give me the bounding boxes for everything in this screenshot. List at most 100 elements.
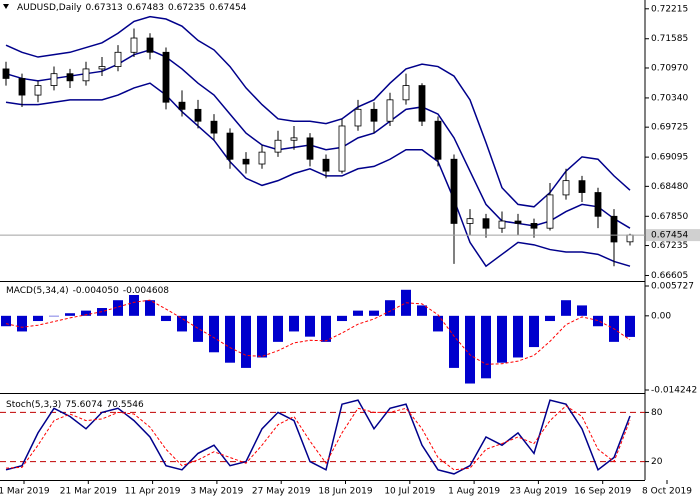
stoch-line xyxy=(5,405,631,471)
macd-bar xyxy=(497,315,507,363)
macd-bar xyxy=(145,300,155,316)
macd-header: MACD(5,34,4) -0.004050 -0.004608 xyxy=(6,286,169,296)
x-tick-label: 23 Aug 2019 xyxy=(510,487,568,497)
candle-body xyxy=(50,73,58,86)
candle-body xyxy=(530,223,538,229)
candle-body xyxy=(114,51,122,67)
x-tick-label: 1 Aug 2019 xyxy=(448,487,500,497)
x-tick-label: 8 Oct 2019 xyxy=(642,487,692,497)
candle-body xyxy=(258,151,266,165)
y-tick-label: 0.71585 xyxy=(651,34,688,44)
macd-bar xyxy=(65,313,75,316)
candle-body xyxy=(178,101,186,110)
macd-signal xyxy=(5,299,631,365)
candle-body xyxy=(498,220,506,229)
header-text: 0.67313 xyxy=(86,3,123,13)
menu-icon xyxy=(3,4,9,9)
stoch-header: Stoch(5,3,3) 75.6074 70.5546 xyxy=(6,400,144,410)
candle-body xyxy=(466,218,474,224)
candle-body xyxy=(434,120,442,160)
x-tick-label: 21 Mar 2019 xyxy=(60,487,117,497)
macd-bar xyxy=(561,300,571,316)
candle-body xyxy=(274,139,282,153)
candle-body xyxy=(194,108,202,122)
candle-body xyxy=(626,234,634,243)
macd-bar xyxy=(449,315,459,368)
candle-body xyxy=(18,78,26,96)
candle-body xyxy=(34,85,42,96)
macd-bar xyxy=(305,315,315,337)
header-text: 0.67454 xyxy=(209,3,246,13)
macd-bar xyxy=(513,315,523,358)
macd-bar xyxy=(545,315,555,322)
x-tick-label: 11 Apr 2019 xyxy=(125,487,181,497)
macd-bar xyxy=(337,315,347,322)
header-text: -0.004608 xyxy=(123,286,169,296)
macd-bar xyxy=(1,315,11,327)
candle-body xyxy=(546,194,554,229)
macd-bar xyxy=(369,310,379,316)
macd-bar xyxy=(257,315,267,358)
macd-bar xyxy=(593,315,603,327)
candle-body xyxy=(386,99,394,122)
current-price-label: 0.67454 xyxy=(651,231,688,241)
candle-body xyxy=(130,37,138,53)
candle-body xyxy=(402,85,410,101)
candle-body xyxy=(514,220,522,224)
macd-bar xyxy=(161,315,171,322)
macd-bar xyxy=(17,315,27,332)
y-tick-label: 0.69725 xyxy=(651,123,688,133)
candle-body xyxy=(98,66,106,70)
candle-body xyxy=(306,137,314,160)
candle-body xyxy=(146,37,154,53)
candle-body xyxy=(82,68,90,82)
header-text: 70.5546 xyxy=(107,400,144,410)
y-tick-label: 0.66605 xyxy=(651,271,688,281)
header-text: AUDUSD,Daily xyxy=(17,3,82,13)
candle-body xyxy=(290,137,298,141)
y-tick-label: 0.70340 xyxy=(651,93,688,103)
macd-bar xyxy=(209,315,219,353)
x-tick-label: 18 Jun 2019 xyxy=(318,487,372,497)
macd-bar xyxy=(321,315,331,342)
macd-bar xyxy=(577,305,587,316)
y-tick-label: 0.68480 xyxy=(651,182,688,192)
y-tick-label: 0.00 xyxy=(651,311,671,321)
header-text: 75.6074 xyxy=(65,400,102,410)
candle-body xyxy=(482,218,490,229)
header-text: 0.67235 xyxy=(168,3,205,13)
candle-body xyxy=(322,158,330,172)
macd-bar xyxy=(49,315,59,317)
macd-bar xyxy=(113,300,123,316)
candle-body xyxy=(450,158,458,224)
candle-body xyxy=(210,120,218,134)
chart-header: AUDUSD,Daily 0.67313 0.67483 0.67235 0.67454 xyxy=(17,3,247,13)
x-tick-label: 27 May 2019 xyxy=(252,487,311,497)
macd-bar xyxy=(465,315,475,384)
x-tick-label: 10 Jul 2019 xyxy=(384,487,435,497)
macd-bar xyxy=(241,315,251,368)
candle-body xyxy=(226,132,234,160)
y-tick-label: 0.70970 xyxy=(651,63,688,73)
macd-bar xyxy=(33,315,43,322)
candle-body xyxy=(594,192,602,217)
candle-body xyxy=(2,68,10,79)
y-tick-label: -0.014242 xyxy=(651,386,697,396)
candle-body xyxy=(242,158,250,165)
y-tick-label: 0.67235 xyxy=(651,241,688,251)
bollinger-band xyxy=(5,82,631,268)
macd-bar xyxy=(225,315,235,363)
candle-body xyxy=(370,108,378,122)
x-tick-label: 1 Mar 2019 xyxy=(0,487,50,497)
bollinger-band xyxy=(5,15,631,208)
y-tick-label: 0.72215 xyxy=(651,4,688,14)
x-tick-label: 3 May 2019 xyxy=(190,487,243,497)
macd-bar xyxy=(193,315,203,342)
macd-bar xyxy=(81,310,91,316)
candle-body xyxy=(562,180,570,196)
stoch-line xyxy=(5,399,631,475)
macd-bar xyxy=(129,294,139,316)
macd-bar xyxy=(273,315,283,342)
candle-body xyxy=(66,73,74,82)
